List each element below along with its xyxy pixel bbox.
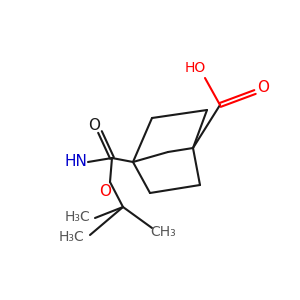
Text: H₃C: H₃C	[65, 210, 91, 224]
Text: HN: HN	[64, 154, 87, 169]
Text: H₃C: H₃C	[59, 230, 85, 244]
Text: O: O	[88, 118, 100, 134]
Text: CH₃: CH₃	[150, 225, 176, 239]
Text: O: O	[257, 80, 269, 95]
Text: O: O	[99, 184, 111, 200]
Text: HO: HO	[184, 61, 206, 75]
